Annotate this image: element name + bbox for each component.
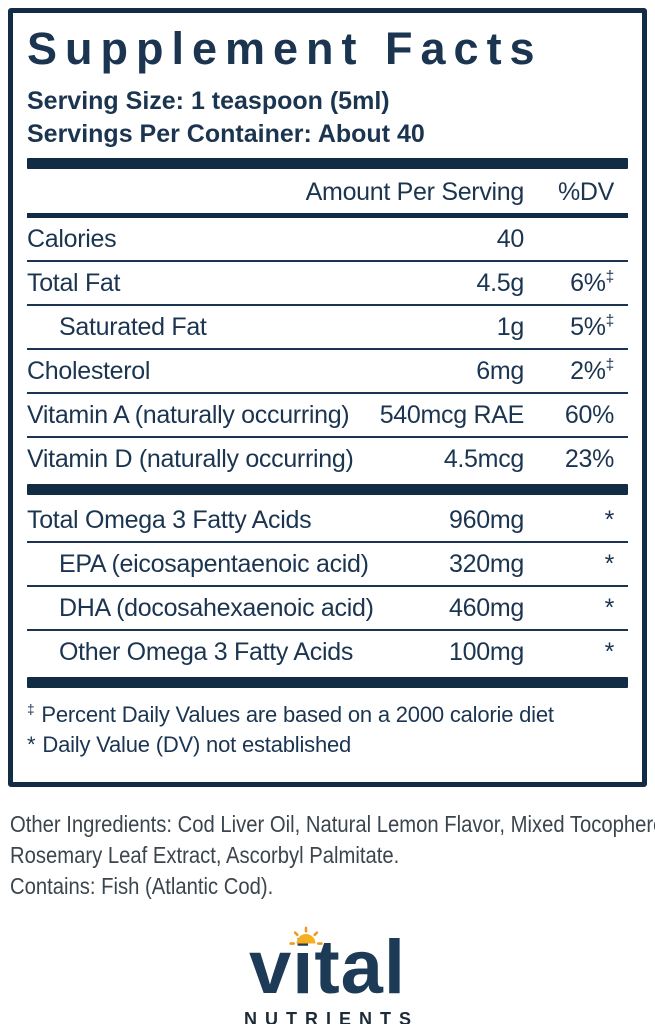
nutrient-dv: 6%‡	[524, 268, 628, 298]
column-header-dv: %DV	[557, 178, 614, 206]
nutrient-name: Saturated Fat	[59, 313, 207, 341]
table-row-vitamin-d: Vitamin D (naturally occurring) 4.5mcg 2…	[27, 438, 628, 480]
dv-value: 5%	[570, 313, 606, 341]
serving-size: Serving Size: 1 teaspoon (5ml)	[27, 87, 390, 115]
divider-thick-bottom	[27, 677, 628, 688]
nutrient-amount: 100mg	[449, 638, 524, 666]
nutrient-name: Other Omega 3 Fatty Acids	[59, 638, 354, 666]
column-header-amount: Amount Per Serving	[305, 178, 525, 206]
divider-header	[27, 213, 628, 218]
nutrient-dv: *	[524, 637, 628, 667]
footnote-text: Percent Daily Values are based on a 2000…	[41, 702, 554, 727]
nutrient-name: Calories	[27, 225, 117, 253]
table-row-cholesterol: Cholesterol 6mg 2%‡	[27, 350, 628, 392]
dv-value: 2%	[570, 357, 606, 385]
footnote-text: Daily Value (DV) not established	[42, 732, 352, 757]
table-header-row: Amount Per Serving %DV	[27, 169, 628, 213]
other-ingredients-line1: Other Ingredients: Cod Liver Oil, Natura…	[10, 811, 655, 837]
brand-logo: vital NUTRIENTS	[8, 926, 647, 1024]
nutrient-name: DHA (docosahexaenoic acid)	[59, 594, 374, 622]
nutrient-amount: 4.5mcg	[443, 445, 524, 473]
footnote-daily-values: ‡ Percent Daily Values are based on a 200…	[27, 700, 628, 730]
divider-thin	[27, 392, 628, 394]
nutrient-name: Vitamin A (naturally occurring)	[27, 401, 350, 429]
table-row-vitamin-a: Vitamin A (naturally occurring) 540mcg R…	[27, 394, 628, 436]
table-row-other-omega-3: Other Omega 3 Fatty Acids 100mg *	[27, 631, 628, 673]
divider-thin	[27, 585, 628, 587]
nutrient-dv: *	[524, 593, 628, 623]
nutrient-name: Vitamin D (naturally occurring)	[27, 445, 354, 473]
dv-value: 23%	[564, 445, 614, 473]
table-row-saturated-fat: Saturated Fat 1g 5%‡	[27, 306, 628, 348]
divider-thin	[27, 260, 628, 262]
dv-value: *	[604, 594, 615, 622]
ingredients-section: Other Ingredients: Cod Liver Oil, Natura…	[10, 809, 655, 902]
table-row-dha: DHA (docosahexaenoic acid) 460mg *	[27, 587, 628, 629]
table-row-calories: Calories 40	[27, 218, 628, 260]
dv-value: *	[604, 506, 615, 534]
supplement-facts-table: Amount Per Serving %DV Calories 40 Total…	[27, 169, 628, 688]
divider-thin	[27, 541, 628, 543]
nutrient-dv: 2%‡	[524, 356, 628, 386]
table-row-total-omega-3: Total Omega 3 Fatty Acids 960mg *	[27, 499, 628, 541]
nutrient-amount: 320mg	[449, 550, 524, 578]
supplement-facts-panel: Supplement Facts Serving Size: 1 teaspoo…	[8, 8, 647, 787]
nutrient-amount: 40	[496, 225, 525, 253]
panel-title: Supplement Facts	[27, 23, 543, 74]
nutrient-dv: 5%‡	[524, 312, 628, 342]
divider-thick-top	[27, 158, 628, 169]
nutrient-dv: *	[524, 549, 628, 579]
dv-note: ‡	[605, 312, 615, 330]
divider-thin	[27, 348, 628, 350]
table-row-epa: EPA (eicosapentaenoic acid) 320mg *	[27, 543, 628, 585]
nutrient-name: Total Omega 3 Fatty Acids	[27, 506, 312, 534]
nutrient-name: Total Fat	[27, 269, 121, 297]
dv-value: 6%	[570, 269, 606, 297]
asterisk-symbol: *	[27, 732, 36, 757]
footnotes: ‡ Percent Daily Values are based on a 200…	[27, 692, 628, 770]
divider-thick-middle	[27, 484, 628, 495]
sun-icon	[289, 926, 323, 945]
footnote-dv-not-established: * Daily Value (DV) not established	[27, 730, 628, 760]
nutrient-amount: 460mg	[449, 594, 524, 622]
nutrient-dv: 23%	[524, 444, 628, 474]
nutrient-name: EPA (eicosapentaenoic acid)	[59, 550, 369, 578]
servings-per-container: Servings Per Container: About 40	[27, 120, 425, 148]
nutrient-dv: *	[524, 505, 628, 535]
nutrient-amount: 960mg	[449, 506, 524, 534]
nutrient-name: Cholesterol	[27, 357, 151, 385]
nutrient-amount: 1g	[496, 313, 525, 341]
nutrient-amount: 540mcg RAE	[379, 401, 525, 429]
brand-name: vital	[248, 925, 407, 1010]
dv-value: 60%	[564, 401, 614, 429]
nutrient-amount: 4.5g	[476, 269, 525, 297]
nutrient-dv: 60%	[524, 400, 628, 430]
divider-thin	[27, 304, 628, 306]
divider-thin	[27, 436, 628, 438]
table-row-total-fat: Total Fat 4.5g 6%‡	[27, 262, 628, 304]
brand-wordmark: vital	[249, 926, 406, 1006]
dv-value: *	[604, 638, 615, 666]
dv-note: ‡	[605, 268, 615, 286]
contains-statement: Contains: Fish (Atlantic Cod).	[10, 873, 274, 899]
other-ingredients-line2: Rosemary Leaf Extract, Ascorbyl Palmitat…	[10, 842, 400, 868]
nutrient-amount: 6mg	[476, 357, 524, 385]
dv-note: ‡	[605, 356, 615, 374]
dv-value: *	[604, 550, 615, 578]
double-dagger-symbol: ‡	[27, 701, 35, 717]
divider-thin	[27, 629, 628, 631]
brand-subtext: NUTRIENTS	[244, 1009, 419, 1024]
